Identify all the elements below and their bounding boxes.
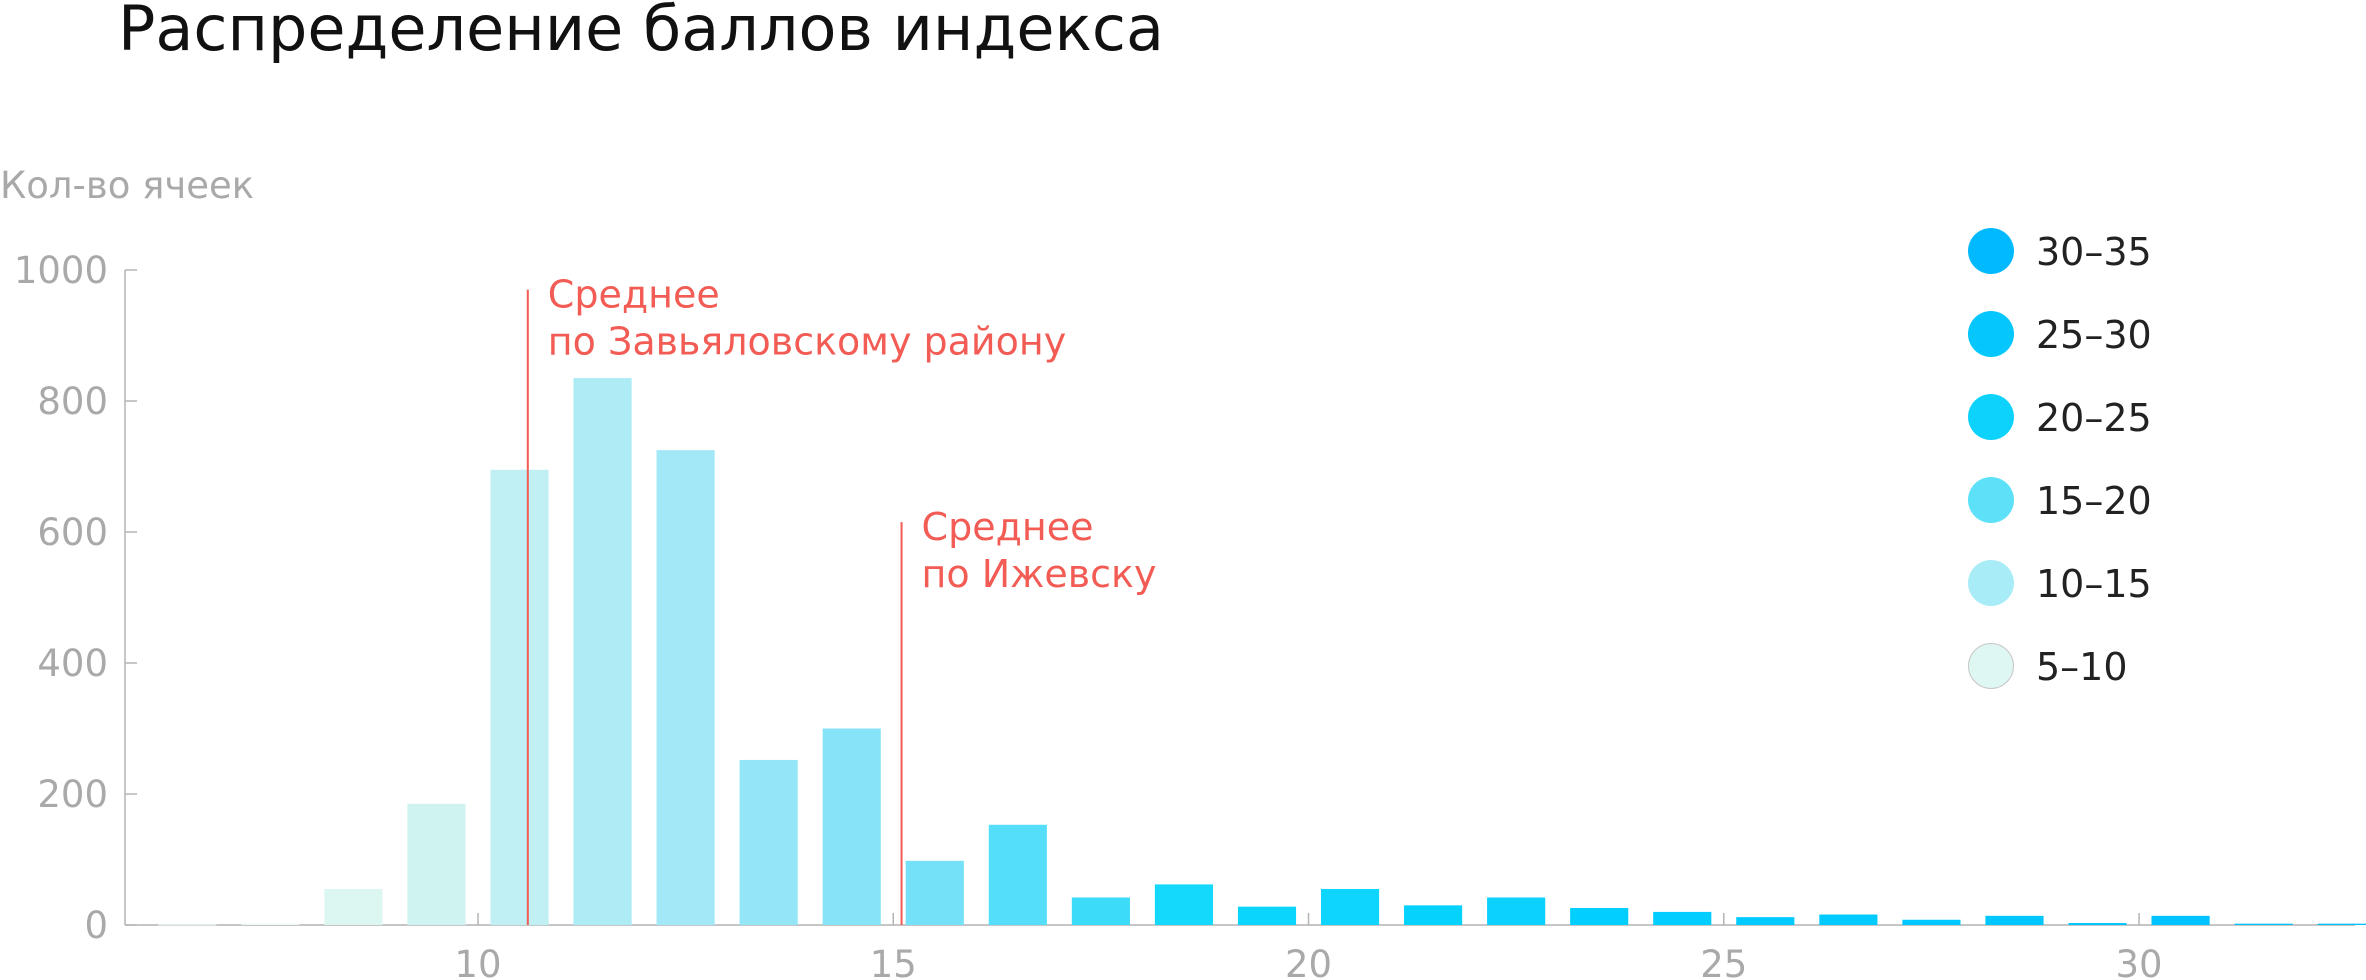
legend-swatch — [1968, 228, 2014, 274]
legend-item: 25–30 — [1968, 311, 2228, 361]
mean-annotation-text: по Ижевску — [922, 552, 1157, 596]
legend-swatch — [1968, 311, 2014, 357]
x-tick-label: 30 — [2116, 943, 2163, 980]
bar-5–10 — [407, 803, 466, 925]
bar-15–20 — [988, 824, 1047, 925]
bar-30–35 — [2234, 923, 2293, 925]
mean-annotation-text: по Завьяловскому району — [548, 320, 1066, 364]
bar-15–20 — [1237, 906, 1297, 925]
x-tick-label: 15 — [870, 943, 917, 980]
chart-title: Распределение баллов индекса — [118, 0, 1165, 65]
mean-annotation-text: Среднее — [922, 505, 1094, 549]
bar-10–15 — [822, 728, 881, 925]
legend-item: 15–20 — [1968, 477, 2228, 527]
legend-swatch — [1968, 643, 2014, 689]
bar-20–25 — [1320, 888, 1380, 925]
bar-25–30 — [1736, 917, 1795, 925]
bar-10–15 — [656, 450, 715, 925]
x-tick-label: 20 — [1285, 943, 1332, 980]
legend-label: 10–15 — [2036, 562, 2152, 606]
legend-label: 15–20 — [2036, 479, 2152, 523]
bar-25–30 — [1819, 914, 1878, 925]
bar-20–25 — [1487, 897, 1546, 925]
bar-25–30 — [2068, 923, 2127, 925]
bar-30–35 — [2317, 923, 2366, 925]
bar-20–25 — [1570, 907, 1629, 925]
legend-item: 10–15 — [1968, 560, 2228, 610]
bar-15–20 — [1154, 884, 1214, 925]
legend-label: 5–10 — [2036, 645, 2128, 689]
y-axis-label: Кол-во ячеек — [0, 164, 255, 207]
y-tick-label: 200 — [37, 773, 108, 816]
y-tick-label: 0 — [84, 904, 108, 947]
legend-item: 20–25 — [1968, 394, 2228, 444]
x-tick-label: 10 — [454, 943, 501, 980]
bar-10–15 — [490, 469, 549, 925]
legend-label: 30–35 — [2036, 230, 2152, 274]
y-tick-label: 1000 — [14, 249, 108, 292]
bar-5–10 — [158, 924, 217, 926]
bar-5–10 — [241, 923, 300, 925]
legend-item: 5–10 — [1968, 643, 2228, 693]
y-tick-label: 600 — [37, 511, 108, 554]
legend-swatch — [1968, 560, 2014, 606]
bar-25–30 — [1985, 915, 2044, 925]
bar-20–25 — [1404, 905, 1463, 925]
y-tick-label: 800 — [37, 380, 108, 423]
legend-label: 20–25 — [2036, 396, 2152, 440]
bar-25–30 — [1902, 919, 1961, 925]
mean-annotation-text: Среднее — [548, 273, 720, 317]
bar-5–10 — [324, 888, 383, 925]
bar-20–25 — [1653, 911, 1712, 925]
bar-15–20 — [1071, 897, 1130, 925]
y-tick-label: 400 — [37, 642, 108, 685]
legend-swatch — [1968, 394, 2014, 440]
bar-15–20 — [905, 860, 964, 925]
bar-10–15 — [573, 378, 632, 925]
bar-30–35 — [2151, 915, 2210, 925]
bar-10–15 — [739, 759, 798, 925]
legend-label: 25–30 — [2036, 313, 2152, 357]
legend-swatch — [1968, 477, 2014, 523]
legend-item: 30–35 — [1968, 228, 2228, 278]
x-tick-label: 25 — [1700, 943, 1747, 980]
